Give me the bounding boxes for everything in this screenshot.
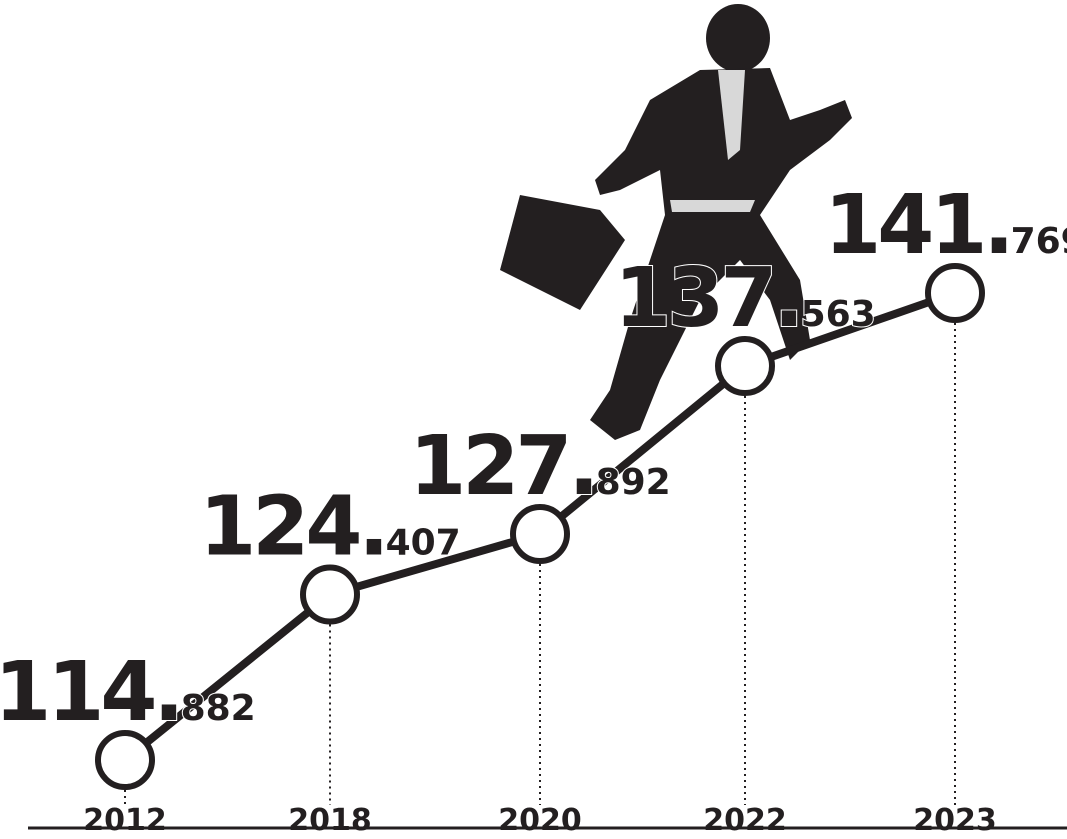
point (513, 507, 567, 561)
x-tick-label: 2023 (913, 803, 997, 838)
point (718, 339, 772, 393)
point (303, 568, 357, 622)
point (98, 733, 152, 787)
x-tick-label: 2020 (498, 803, 582, 838)
x-tick-label: 2022 (703, 803, 787, 838)
businessman-illustration (500, 4, 852, 440)
value-label: 141.769 (824, 178, 1067, 273)
x-tick-label: 2012 (83, 803, 167, 838)
point (928, 266, 982, 320)
x-tick-label: 2018 (288, 803, 372, 838)
chart: 2012114.8822018124.4072020127.8922022137… (0, 0, 1067, 839)
value-label: 114.882 (0, 645, 256, 740)
